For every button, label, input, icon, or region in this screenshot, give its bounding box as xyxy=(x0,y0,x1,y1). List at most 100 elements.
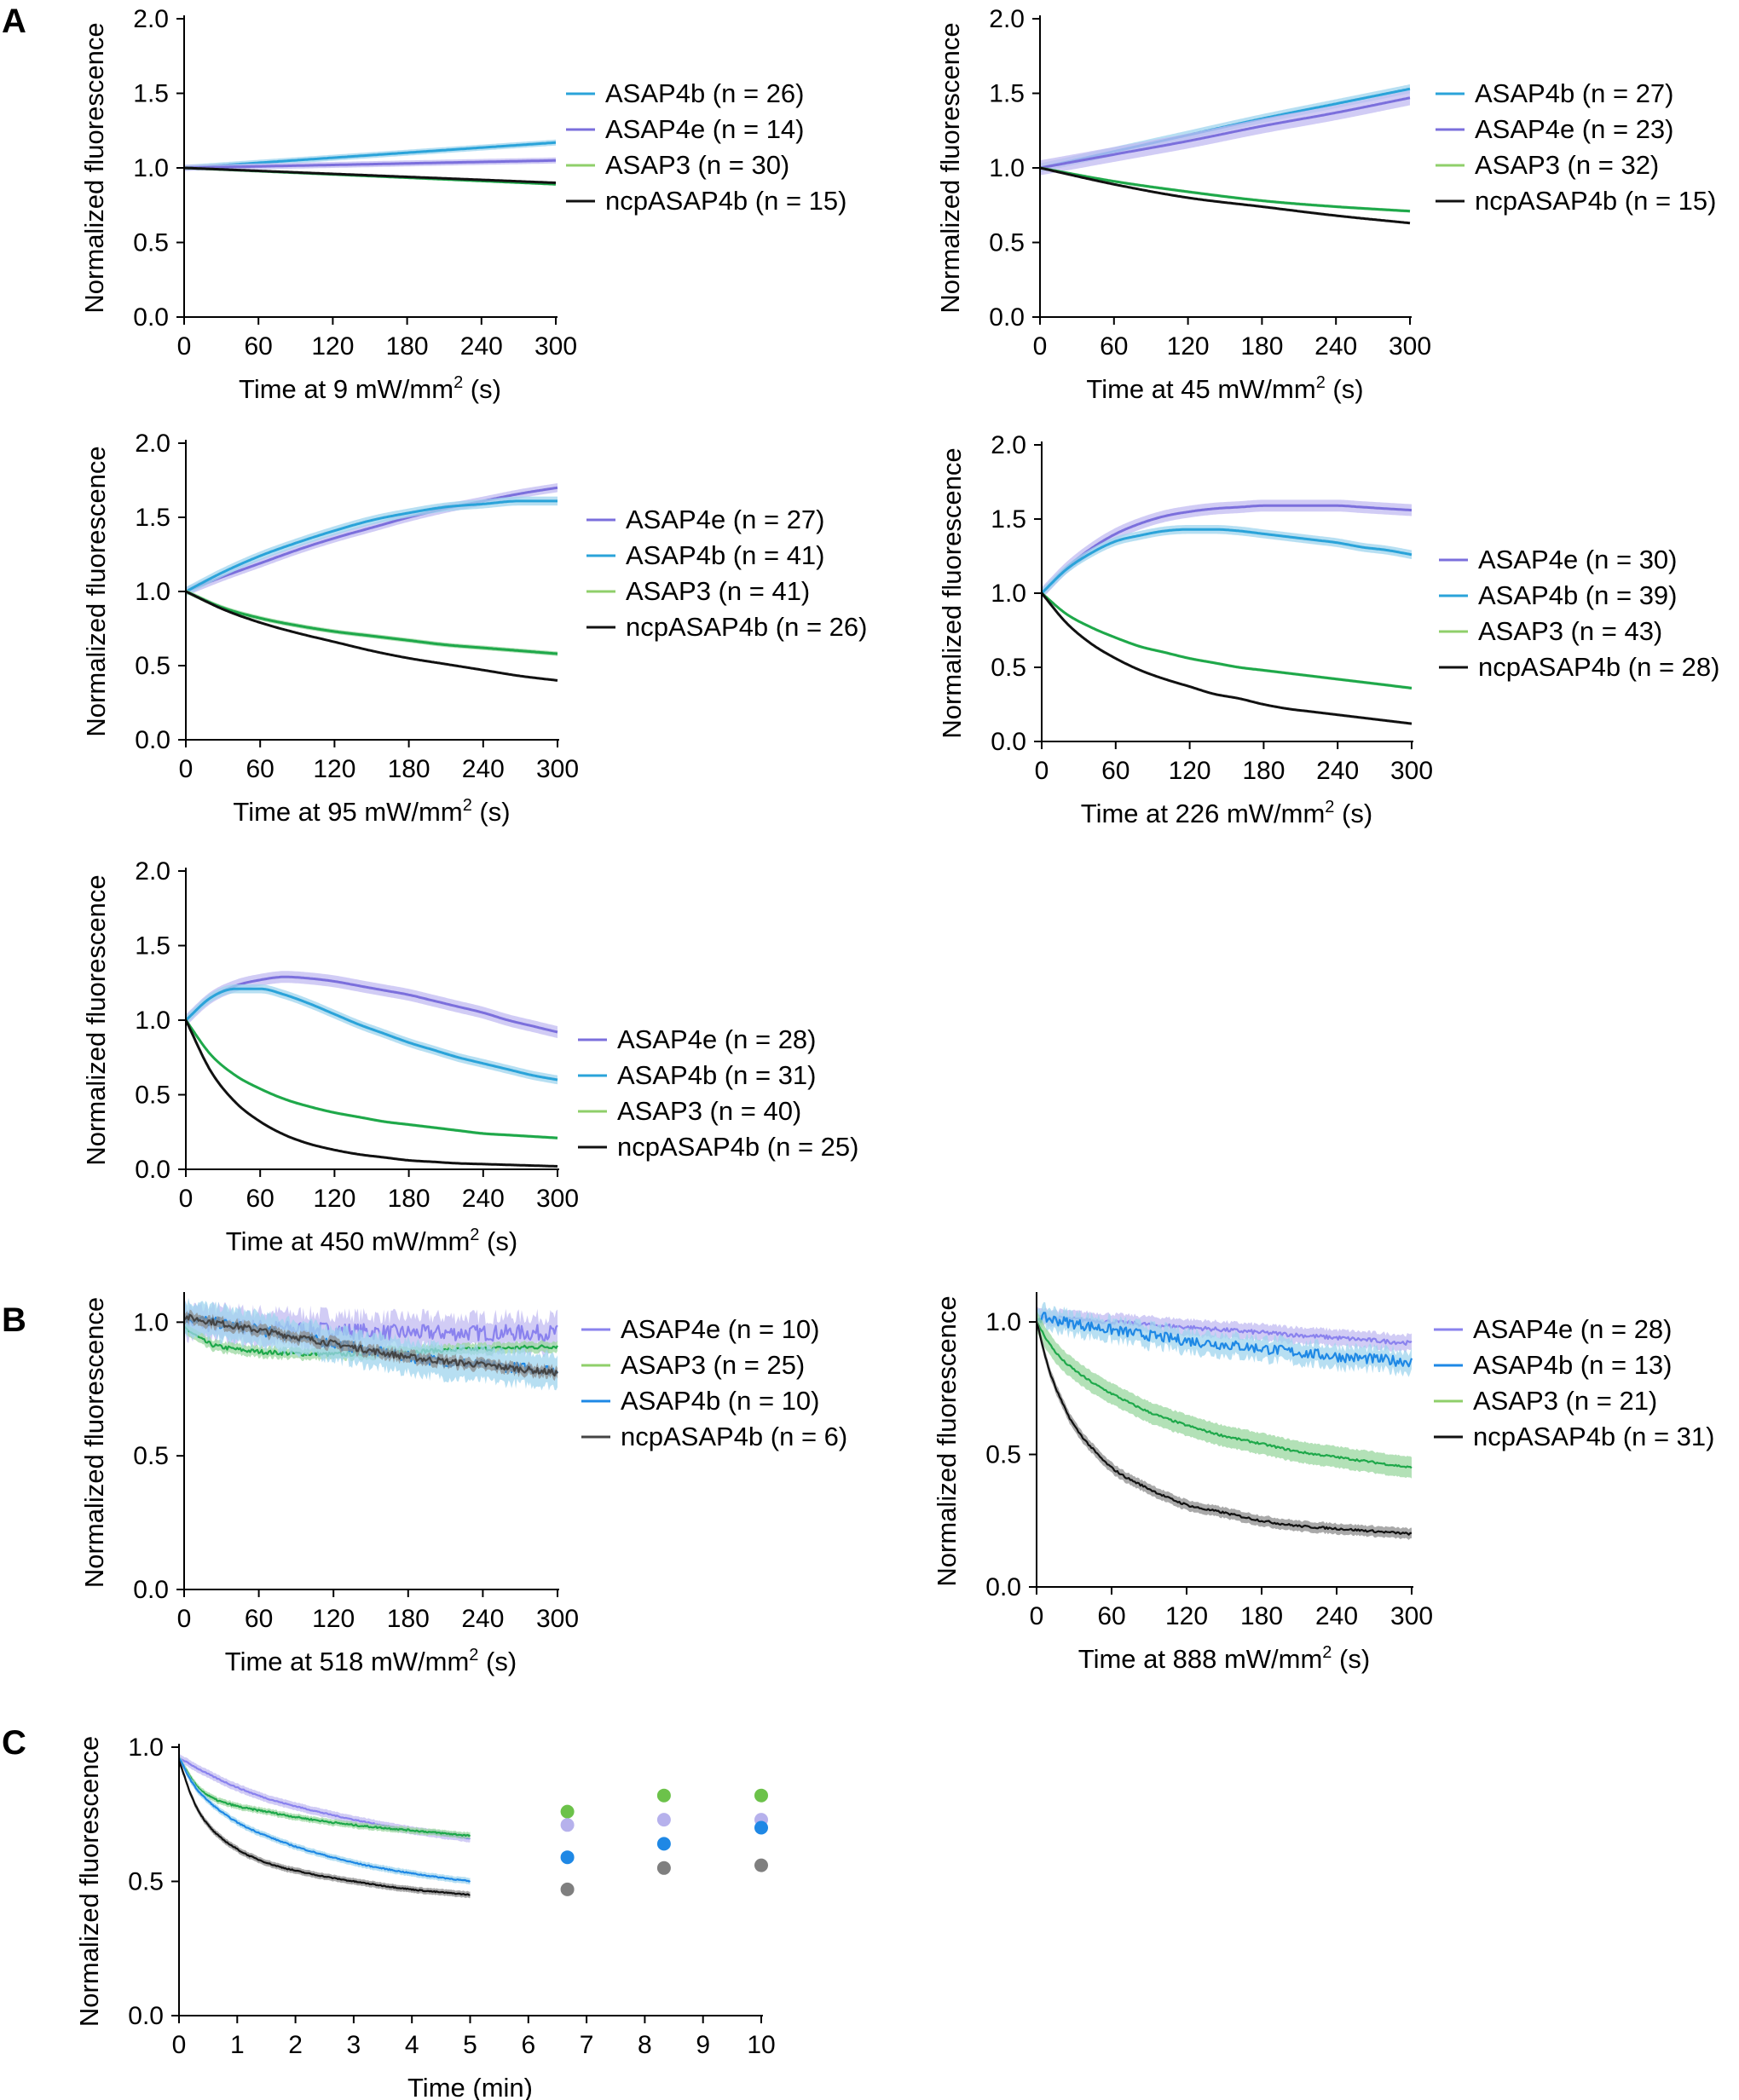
x-tick-label: 180 xyxy=(388,755,430,783)
y-axis-title: Normalized fluorescence xyxy=(81,874,111,1165)
series-line-asap4e xyxy=(1040,504,1413,595)
series-band-asap4b xyxy=(1042,525,1412,598)
x-tick-label: 60 xyxy=(246,755,274,783)
x-axis-title-main: Time at 95 mW/mm xyxy=(233,797,462,827)
y-tick-label: 0.0 xyxy=(133,303,169,332)
y-axis-title: Normalized fluorescence xyxy=(79,1297,109,1588)
x-axis-title-unit: (s) xyxy=(472,797,511,827)
point-asap3 xyxy=(656,1788,671,1803)
chart-b2: 0.0 0.5 1.0 0 60 120 180 240 300 Normalized fluor… xyxy=(932,1292,1714,1674)
y-tick-label: 0.5 xyxy=(133,229,169,257)
x-tick-label: 180 xyxy=(386,332,429,361)
legend-label-ncpasap4b: ncpASAP4b (n = 15) xyxy=(605,186,846,216)
legend-label-asap4b: ASAP4b (n = 26) xyxy=(605,78,805,108)
chart-a3: 0.0 0.5 1.0 1.5 2.0 0 60 120 180 240 300 Normalized… xyxy=(81,430,867,827)
x-tick-label: 120 xyxy=(313,755,355,783)
y-tick-label: 0.0 xyxy=(985,1573,1021,1601)
x-tick-label: 0 xyxy=(1033,332,1048,361)
y-axis-title: Normalized fluorescence xyxy=(74,1736,104,2027)
legend-label-asap3: ASAP3 (n = 21) xyxy=(1473,1386,1657,1416)
x-tick-label: 1 xyxy=(230,2031,245,2059)
panel-letter-c: C xyxy=(2,1724,26,1762)
legend-label-asap4b: ASAP4b (n = 10) xyxy=(621,1386,820,1416)
legend-label-ncpasap4b: ncpASAP4b (n = 25) xyxy=(617,1132,858,1162)
y-tick-label: 0.5 xyxy=(991,654,1026,682)
y-tick-label: 2.0 xyxy=(989,5,1025,33)
x-axis-title: Time at 450 mW/mm2 (s) xyxy=(226,1226,517,1256)
x-axis-title: Time at 518 mW/mm2 (s) xyxy=(225,1646,517,1676)
x-tick-label: 180 xyxy=(388,1185,430,1213)
x-tick-label: 2 xyxy=(288,2031,303,2059)
x-tick-label: 10 xyxy=(747,2031,775,2059)
series-line-asap4b xyxy=(183,141,557,170)
legend-label-asap4b: ASAP4b (n = 41) xyxy=(626,540,825,570)
x-tick-label: 180 xyxy=(387,1605,430,1633)
point-ncpasap4b xyxy=(656,1861,671,1875)
legend-label-asap4e: ASAP4e (n = 10) xyxy=(621,1314,820,1344)
x-tick-label: 240 xyxy=(462,755,505,783)
series-line-ncpasap4b xyxy=(184,1019,558,1168)
series-line-ncpasap4b xyxy=(185,590,558,682)
series-band-asap3 xyxy=(1040,166,1410,213)
x-axis-title-sup: 2 xyxy=(470,1226,479,1244)
y-tick-label: 0.0 xyxy=(989,303,1025,332)
legend-label-asap3: ASAP3 (n = 40) xyxy=(617,1096,801,1126)
y-tick-label: 1.5 xyxy=(991,505,1026,534)
series-band-asap3 xyxy=(1042,591,1412,690)
panel-letter-a: A xyxy=(2,3,26,40)
x-tick-label: 180 xyxy=(1240,332,1283,361)
legend-label-ncpasap4b: ncpASAP4b (n = 31) xyxy=(1473,1422,1714,1451)
x-tick-label: 0 xyxy=(177,1605,192,1633)
y-tick-label: 1.0 xyxy=(128,1734,164,1762)
x-tick-label: 60 xyxy=(245,332,273,361)
y-tick-label: 0.0 xyxy=(128,2002,164,2030)
x-tick-label: 240 xyxy=(460,332,503,361)
series-line-asap4b xyxy=(185,987,558,1082)
x-tick-label: 300 xyxy=(536,1605,579,1633)
y-axis-title: Normalized fluorescence xyxy=(937,447,967,738)
x-axis-title-main: Time at 888 mW/mm xyxy=(1078,1644,1323,1674)
point-asap4b xyxy=(656,1837,671,1851)
x-axis-title-sup: 2 xyxy=(1322,1643,1332,1662)
x-axis-title-sup: 2 xyxy=(454,373,463,392)
legend-label-asap4e: ASAP4e (n = 30) xyxy=(1478,545,1678,574)
series-line-asap4b xyxy=(1040,528,1413,595)
x-tick-label: 120 xyxy=(312,1605,355,1633)
x-axis-title: Time at 45 mW/mm2 (s) xyxy=(1086,373,1363,404)
legend-label-asap4e: ASAP4e (n = 23) xyxy=(1475,114,1674,144)
y-tick-label: 2.0 xyxy=(133,5,169,33)
series-line-asap3 xyxy=(1039,166,1411,213)
y-tick-label: 1.5 xyxy=(989,80,1025,108)
point-ncpasap4b xyxy=(754,1858,768,1872)
series-band-asap3 xyxy=(179,1755,471,1839)
point-asap4b xyxy=(560,1850,575,1865)
legend-label-asap3: ASAP3 (n = 43) xyxy=(1478,616,1662,646)
series-band-asap4e xyxy=(186,971,558,1038)
x-axis-title-unit: (s) xyxy=(463,374,501,404)
x-tick-label: 300 xyxy=(536,1185,579,1213)
point-asap3 xyxy=(560,1804,575,1819)
x-axis-title-sup: 2 xyxy=(1316,373,1326,392)
x-tick-label: 3 xyxy=(347,2031,361,2059)
x-tick-label: 300 xyxy=(1389,332,1431,361)
legend-label-asap3: ASAP3 (n = 41) xyxy=(626,576,810,606)
x-tick-label: 120 xyxy=(311,332,354,361)
x-tick-label: 0 xyxy=(1035,757,1049,785)
x-axis-title-sup: 2 xyxy=(1325,798,1334,816)
x-tick-label: 120 xyxy=(1169,757,1211,785)
y-tick-label: 1.0 xyxy=(133,154,169,182)
series-line-ncpasap4b xyxy=(177,1760,471,1896)
y-tick-label: 0.0 xyxy=(135,1156,170,1184)
y-tick-label: 0.5 xyxy=(128,1868,164,1896)
series-line-ncpasap4b xyxy=(1035,1322,1413,1536)
y-tick-label: 0.5 xyxy=(133,1442,169,1470)
x-tick-label: 180 xyxy=(1242,757,1285,785)
legend-label-asap4e: ASAP4e (n = 14) xyxy=(605,114,805,144)
series-band-asap4b xyxy=(186,496,558,597)
y-axis-title: Normalized fluorescence xyxy=(81,446,111,736)
x-tick-label: 0 xyxy=(177,332,192,361)
x-axis-title-main: Time (min) xyxy=(407,2073,533,2100)
chart-a5: 0.0 0.5 1.0 1.5 2.0 0 60 120 180 240 300 Normalized… xyxy=(81,857,858,1256)
legend-label-asap4b: ASAP4b (n = 39) xyxy=(1478,580,1678,610)
